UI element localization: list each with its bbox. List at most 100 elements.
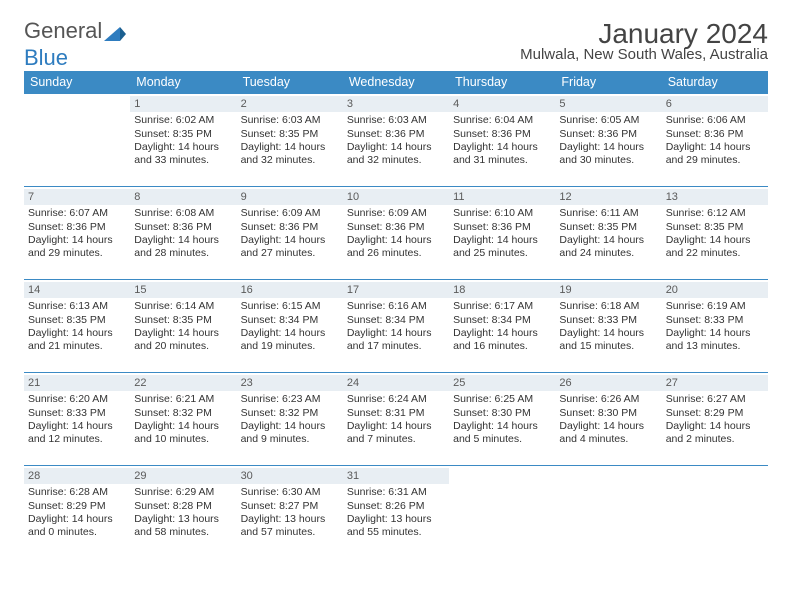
day-number: 18 — [449, 282, 555, 298]
day-number: 2 — [237, 96, 343, 112]
day-details: Sunrise: 6:25 AMSunset: 8:30 PMDaylight:… — [453, 393, 551, 447]
day-number: 14 — [24, 282, 130, 298]
day-number: 29 — [130, 468, 236, 484]
day-number: 11 — [449, 189, 555, 205]
calendar-week-row: 21 Sunrise: 6:20 AMSunset: 8:33 PMDayligh… — [24, 373, 768, 466]
day-number: 21 — [24, 375, 130, 391]
logo-text-1: General — [24, 18, 102, 44]
calendar-day-cell: 5Sunrise: 6:05 AMSunset: 8:36 PMDaylight… — [555, 94, 661, 187]
day-number: 6 — [662, 96, 768, 112]
day-details: Sunrise: 6:15 AMSunset: 8:34 PMDaylight:… — [241, 300, 339, 354]
calendar-day-cell — [449, 466, 555, 559]
logo-text-2: Blue — [24, 45, 68, 71]
day-details: Sunrise: 6:30 AMSunset: 8:27 PMDaylight:… — [241, 486, 339, 540]
day-number: 9 — [237, 189, 343, 205]
location-subtitle: Mulwala, New South Wales, Australia — [520, 46, 768, 63]
day-details: Sunrise: 6:16 AMSunset: 8:34 PMDaylight:… — [347, 300, 445, 354]
calendar-day-cell: 9 Sunrise: 6:09 AMSunset: 8:36 PMDaylight… — [237, 187, 343, 280]
day-number: 10 — [343, 189, 449, 205]
day-number: 25 — [449, 375, 555, 391]
day-details: Sunrise: 6:28 AMSunset: 8:29 PMDaylight:… — [28, 486, 126, 540]
day-details: Sunrise: 6:29 AMSunset: 8:28 PMDaylight:… — [134, 486, 232, 540]
calendar-day-cell: 19 Sunrise: 6:18 AMSunset: 8:33 PMDayligh… — [555, 280, 661, 373]
calendar-day-cell: 31 Sunrise: 6:31 AMSunset: 8:26 PMDayligh… — [343, 466, 449, 559]
day-details: Sunrise: 6:03 AMSunset: 8:35 PMDaylight:… — [241, 114, 339, 168]
day-details: Sunrise: 6:24 AMSunset: 8:31 PMDaylight:… — [347, 393, 445, 447]
day-details: Sunrise: 6:23 AMSunset: 8:32 PMDaylight:… — [241, 393, 339, 447]
day-number: 16 — [237, 282, 343, 298]
calendar-day-cell: 22Sunrise: 6:21 AMSunset: 8:32 PMDayligh… — [130, 373, 236, 466]
calendar-day-cell: 11 Sunrise: 6:10 AMSunset: 8:36 PMDayligh… — [449, 187, 555, 280]
calendar-day-cell: 28 Sunrise: 6:28 AMSunset: 8:29 PMDayligh… — [24, 466, 130, 559]
day-details: Sunrise: 6:08 AMSunset: 8:36 PMDaylight:… — [134, 207, 232, 261]
calendar-day-cell: 17 Sunrise: 6:16 AMSunset: 8:34 PMDayligh… — [343, 280, 449, 373]
calendar-day-cell: 30 Sunrise: 6:30 AMSunset: 8:27 PMDayligh… — [237, 466, 343, 559]
calendar-body: 1 Sunrise: 6:02 AMSunset: 8:35 PMDaylight… — [24, 94, 768, 559]
weekday-header: Thursday — [449, 71, 555, 94]
calendar-day-cell: 18 Sunrise: 6:17 AMSunset: 8:34 PMDayligh… — [449, 280, 555, 373]
day-details: Sunrise: 6:04 AMSunset: 8:36 PMDaylight:… — [453, 114, 551, 168]
weekday-header: Wednesday — [343, 71, 449, 94]
day-details: Sunrise: 6:02 AMSunset: 8:35 PMDaylight:… — [134, 114, 232, 168]
day-number: 8 — [130, 189, 236, 205]
calendar-day-cell — [662, 466, 768, 559]
day-details: Sunrise: 6:31 AMSunset: 8:26 PMDaylight:… — [347, 486, 445, 540]
day-details: Sunrise: 6:14 AMSunset: 8:35 PMDaylight:… — [134, 300, 232, 354]
calendar-day-cell: 10 Sunrise: 6:09 AMSunset: 8:36 PMDayligh… — [343, 187, 449, 280]
day-details: Sunrise: 6:18 AMSunset: 8:33 PMDaylight:… — [559, 300, 657, 354]
calendar-day-cell — [555, 466, 661, 559]
calendar-day-cell: 24 Sunrise: 6:24 AMSunset: 8:31 PMDayligh… — [343, 373, 449, 466]
day-number: 17 — [343, 282, 449, 298]
day-details: Sunrise: 6:07 AMSunset: 8:36 PMDaylight:… — [28, 207, 126, 261]
day-number: 31 — [343, 468, 449, 484]
day-details: Sunrise: 6:21 AMSunset: 8:32 PMDaylight:… — [134, 393, 232, 447]
day-number: 30 — [237, 468, 343, 484]
calendar-day-cell: 25 Sunrise: 6:25 AMSunset: 8:30 PMDayligh… — [449, 373, 555, 466]
calendar-day-cell: 15 Sunrise: 6:14 AMSunset: 8:35 PMDayligh… — [130, 280, 236, 373]
day-number: 20 — [662, 282, 768, 298]
day-number: 15 — [130, 282, 236, 298]
day-details: Sunrise: 6:17 AMSunset: 8:34 PMDaylight:… — [453, 300, 551, 354]
day-details: Sunrise: 6:12 AMSunset: 8:35 PMDaylight:… — [666, 207, 764, 261]
calendar-day-cell: 12 Sunrise: 6:11 AMSunset: 8:35 PMDayligh… — [555, 187, 661, 280]
day-number: 27 — [662, 375, 768, 391]
calendar-day-cell: 29 Sunrise: 6:29 AMSunset: 8:28 PMDayligh… — [130, 466, 236, 559]
calendar-day-cell: 1 Sunrise: 6:02 AMSunset: 8:35 PMDaylight… — [130, 94, 236, 187]
calendar-week-row: 7 Sunrise: 6:07 AMSunset: 8:36 PMDaylight… — [24, 187, 768, 280]
calendar-day-cell: 16 Sunrise: 6:15 AMSunset: 8:34 PMDayligh… — [237, 280, 343, 373]
day-details: Sunrise: 6:20 AMSunset: 8:33 PMDaylight:… — [28, 393, 126, 447]
day-number: 12 — [555, 189, 661, 205]
calendar-day-cell: 20Sunrise: 6:19 AMSunset: 8:33 PMDayligh… — [662, 280, 768, 373]
day-number: 26 — [555, 375, 661, 391]
day-number: 24 — [343, 375, 449, 391]
weekday-header: Friday — [555, 71, 661, 94]
day-details: Sunrise: 6:06 AMSunset: 8:36 PMDaylight:… — [666, 114, 764, 168]
calendar-day-cell — [24, 94, 130, 187]
day-details: Sunrise: 6:09 AMSunset: 8:36 PMDaylight:… — [347, 207, 445, 261]
calendar-day-cell: 26 Sunrise: 6:26 AMSunset: 8:30 PMDayligh… — [555, 373, 661, 466]
weekday-header: Monday — [130, 71, 236, 94]
day-details: Sunrise: 6:26 AMSunset: 8:30 PMDaylight:… — [559, 393, 657, 447]
calendar-day-cell: 23Sunrise: 6:23 AMSunset: 8:32 PMDayligh… — [237, 373, 343, 466]
calendar-day-cell: 7 Sunrise: 6:07 AMSunset: 8:36 PMDaylight… — [24, 187, 130, 280]
day-number: 4 — [449, 96, 555, 112]
day-number: 28 — [24, 468, 130, 484]
day-number: 3 — [343, 96, 449, 112]
day-details: Sunrise: 6:05 AMSunset: 8:36 PMDaylight:… — [559, 114, 657, 168]
calendar-table: SundayMondayTuesdayWednesdayThursdayFrid… — [24, 71, 768, 558]
calendar-week-row: 14Sunrise: 6:13 AMSunset: 8:35 PMDayligh… — [24, 280, 768, 373]
calendar-day-cell: 3Sunrise: 6:03 AMSunset: 8:36 PMDaylight… — [343, 94, 449, 187]
calendar-week-row: 28 Sunrise: 6:28 AMSunset: 8:29 PMDayligh… — [24, 466, 768, 559]
weekday-header: Sunday — [24, 71, 130, 94]
day-number: 1 — [130, 96, 236, 112]
day-details: Sunrise: 6:10 AMSunset: 8:36 PMDaylight:… — [453, 207, 551, 261]
calendar-day-cell: 4 Sunrise: 6:04 AMSunset: 8:36 PMDaylight… — [449, 94, 555, 187]
day-details: Sunrise: 6:11 AMSunset: 8:35 PMDaylight:… — [559, 207, 657, 261]
day-number: 13 — [662, 189, 768, 205]
day-details: Sunrise: 6:09 AMSunset: 8:36 PMDaylight:… — [241, 207, 339, 261]
calendar-day-cell: 13 Sunrise: 6:12 AMSunset: 8:35 PMDayligh… — [662, 187, 768, 280]
day-number: 19 — [555, 282, 661, 298]
logo: General — [24, 18, 126, 44]
calendar-day-cell: 27Sunrise: 6:27 AMSunset: 8:29 PMDayligh… — [662, 373, 768, 466]
day-number: 7 — [24, 189, 130, 205]
